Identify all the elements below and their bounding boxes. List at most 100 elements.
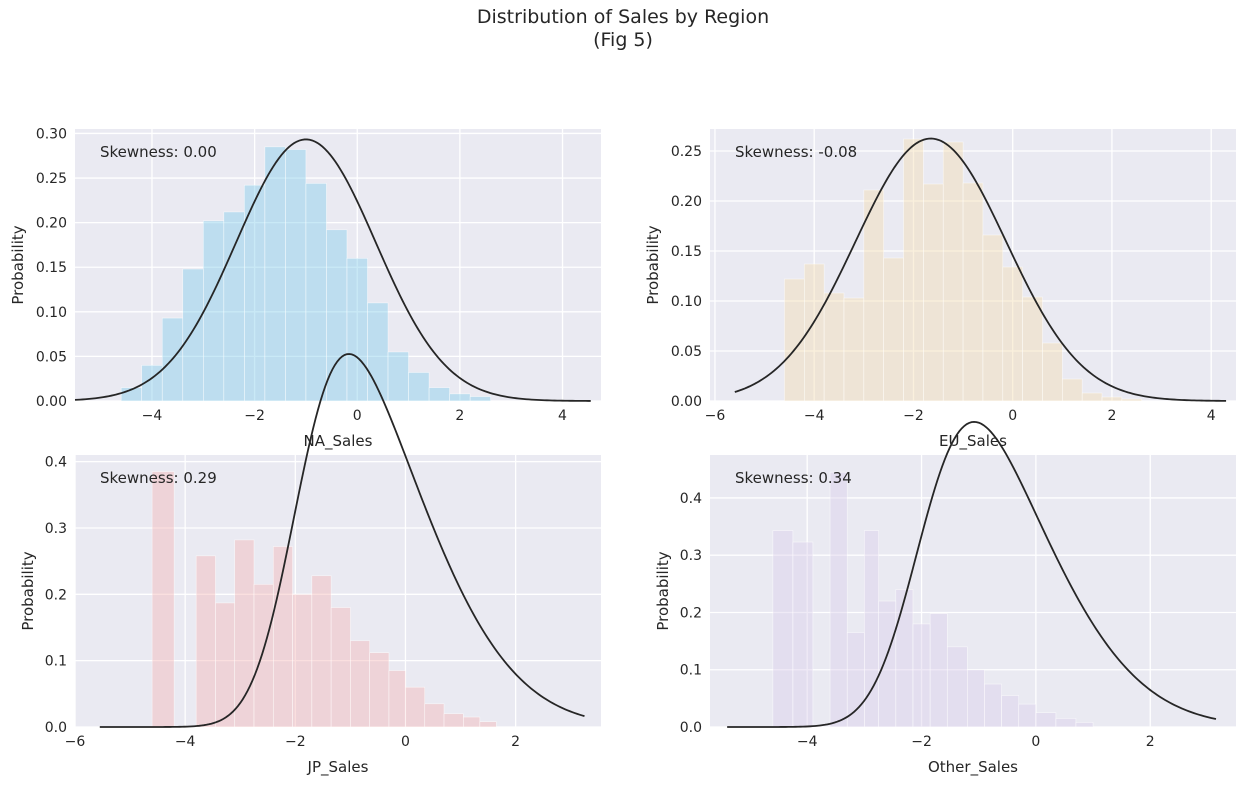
histogram-bar xyxy=(946,646,968,728)
y-tick-label: 0.00 xyxy=(36,394,67,410)
histogram-bar xyxy=(388,670,406,728)
histogram-bar xyxy=(405,686,426,728)
y-tick-label: 0.2 xyxy=(680,605,702,621)
y-tick-label: 0.25 xyxy=(36,171,67,187)
histogram-bar xyxy=(942,141,964,402)
fit-curve xyxy=(727,420,1217,728)
histogram-bar xyxy=(903,138,924,402)
histogram-bar xyxy=(292,594,313,728)
histogram-bar xyxy=(1022,296,1043,402)
histogram-bar xyxy=(264,146,286,402)
histogram-bar xyxy=(846,632,865,728)
plot-background xyxy=(75,455,601,727)
histogram-bar xyxy=(253,584,274,728)
skewness-annotation: Skewness: 0.29 xyxy=(100,469,217,487)
x-tick-label: 0 xyxy=(353,408,362,424)
histogram-bar xyxy=(1055,718,1077,728)
histogram-bar xyxy=(428,387,450,402)
histogram-bar xyxy=(215,602,236,728)
histogram-bar xyxy=(424,703,445,728)
histogram-bar xyxy=(285,149,307,402)
histogram-bar xyxy=(863,189,884,402)
histogram-bar xyxy=(923,183,944,402)
subplot-eu-sales: −6 −4 −2 0 2 4 0.00 0.05 0.10 0.15 0.20 0.25 Skewnes… xyxy=(644,129,1236,451)
histogram-bar xyxy=(1101,396,1123,402)
x-tick-label: 2 xyxy=(511,734,520,750)
histogram-bar xyxy=(962,182,984,402)
x-tick-label: 4 xyxy=(1207,408,1216,424)
x-tick-label: 2 xyxy=(1146,734,1155,750)
histogram-bar xyxy=(387,351,409,402)
histogram-bar xyxy=(369,652,390,728)
y-axis-label: Probability xyxy=(19,551,37,630)
figure-subtitle: (Fig 5) xyxy=(593,29,653,51)
histogram-bar xyxy=(1002,266,1023,402)
x-tick-label: −4 xyxy=(797,734,818,750)
histogram-bar xyxy=(1001,695,1020,728)
x-tick-label: −6 xyxy=(705,408,726,424)
y-axis-label: Probability xyxy=(654,551,672,630)
y-tick-label: 0.05 xyxy=(671,344,702,360)
y-tick-label: 0.05 xyxy=(36,349,67,365)
y-tick-label: 0.15 xyxy=(671,244,702,260)
histogram-bar xyxy=(367,302,389,402)
histogram-bar xyxy=(449,393,471,402)
histogram-bar xyxy=(1121,398,1143,402)
y-tick-label: 0.2 xyxy=(45,587,67,603)
y-tick-label: 0.00 xyxy=(671,394,702,410)
y-tick-label: 0.20 xyxy=(36,216,67,232)
histogram-bar xyxy=(1042,342,1063,402)
y-tick-label: 0.0 xyxy=(680,720,702,736)
y-tick-label: 0.0 xyxy=(45,720,67,736)
fit-curve xyxy=(99,353,585,728)
histogram-bar xyxy=(1018,703,1037,728)
histogram-bar xyxy=(895,589,914,728)
x-axis-label: NA_Sales xyxy=(304,432,373,451)
x-tick-label: 0 xyxy=(1031,734,1040,750)
histogram-bar xyxy=(982,234,1004,402)
histogram-bar xyxy=(469,396,491,402)
fit-curve xyxy=(74,138,591,402)
histogram-bar xyxy=(234,539,255,728)
histogram-bar xyxy=(829,471,848,728)
x-tick-label: −2 xyxy=(285,734,306,750)
x-axis-label: JP_Sales xyxy=(307,758,369,777)
histogram-bar xyxy=(1062,378,1083,402)
plot-background xyxy=(75,129,601,401)
fit-curve xyxy=(734,137,1227,402)
histogram-bar xyxy=(1075,722,1094,728)
subplot-na-sales: −4 −2 0 2 4 0.00 0.05 0.10 0.15 0.20 0.25 0.30 Skewn… xyxy=(9,126,601,451)
x-axis-label: Other_Sales xyxy=(928,758,1018,777)
y-tick-label: 0.10 xyxy=(36,305,67,321)
x-tick-label: −4 xyxy=(142,408,163,424)
histogram-bar xyxy=(912,623,931,728)
x-tick-label: −4 xyxy=(804,408,825,424)
figure-title-block: Distribution of Sales by Region (Fig 5) xyxy=(0,6,1246,52)
y-tick-label: 0.15 xyxy=(36,260,67,276)
y-tick-label: 0.1 xyxy=(45,654,67,670)
histogram-bar xyxy=(151,471,175,728)
histogram-bar xyxy=(311,575,332,728)
histogram-bar xyxy=(984,683,1002,728)
histogram-bar xyxy=(823,292,845,402)
x-tick-label: 2 xyxy=(455,408,464,424)
histogram-bar xyxy=(202,220,225,402)
skewness-annotation: Skewness: 0.00 xyxy=(100,143,217,161)
histogram-bar xyxy=(182,268,204,402)
y-tick-label: 0.4 xyxy=(680,491,702,507)
histogram-bar xyxy=(843,297,865,402)
y-tick-label: 0.10 xyxy=(671,294,702,310)
histogram-bar xyxy=(966,669,985,728)
y-tick-label: 0.1 xyxy=(680,663,702,679)
x-tick-label: 2 xyxy=(1107,408,1116,424)
histogram-bar xyxy=(350,640,370,728)
histogram-bar xyxy=(772,530,794,728)
y-tick-label: 0.3 xyxy=(680,548,702,564)
x-tick-label: −2 xyxy=(903,408,924,424)
skewness-annotation: Skewness: 0.34 xyxy=(735,469,852,487)
x-tick-label: 0 xyxy=(1008,408,1017,424)
x-tick-label: −6 xyxy=(65,734,86,750)
histogram-bar xyxy=(408,372,430,402)
y-tick-label: 0.4 xyxy=(45,455,67,471)
